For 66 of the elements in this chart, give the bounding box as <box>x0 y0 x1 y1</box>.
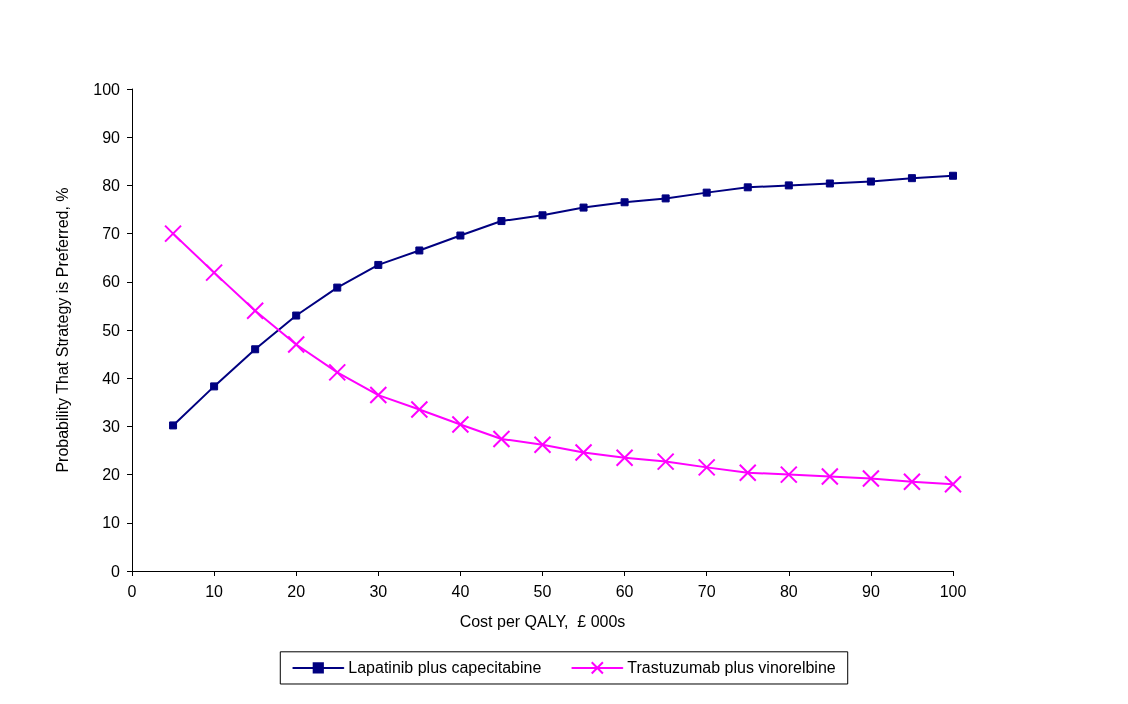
point <box>538 211 547 220</box>
y-tick-label: 40 <box>102 369 121 387</box>
point <box>333 283 342 292</box>
point <box>949 171 957 180</box>
point <box>492 429 511 448</box>
x-axis-title: Cost per QALY, £ 000s <box>459 612 626 630</box>
y-axis-title: Probability That Strategy is Preferred, % <box>53 187 71 473</box>
point <box>164 224 183 243</box>
point <box>205 263 224 282</box>
y-tick-label: 90 <box>102 128 121 146</box>
y-tick-label: 30 <box>102 417 121 435</box>
point <box>369 386 388 405</box>
point <box>697 458 716 477</box>
point <box>451 415 470 434</box>
point <box>251 345 260 354</box>
point <box>784 181 793 190</box>
point <box>738 463 757 482</box>
point <box>944 475 962 494</box>
y-tick-label: 50 <box>102 321 121 339</box>
point <box>861 469 880 488</box>
point <box>702 188 711 197</box>
y-tick-label: 60 <box>102 273 121 291</box>
point <box>779 465 798 484</box>
legend-label: Lapatinib plus capecitabine <box>348 659 542 677</box>
point <box>820 467 839 486</box>
x-tick-label: 0 <box>127 582 137 600</box>
point <box>456 231 465 240</box>
x-tick-label: 90 <box>862 582 880 600</box>
point <box>579 203 588 212</box>
x-tick-label: 60 <box>615 582 634 600</box>
y-tick-label: 20 <box>102 466 121 484</box>
point <box>287 335 306 354</box>
x-tick-label: 70 <box>697 582 716 600</box>
point <box>410 400 429 419</box>
x-tick-label: 30 <box>369 582 388 600</box>
y-tick-label: 70 <box>102 225 121 243</box>
y-tick-label: 0 <box>111 562 121 580</box>
x-tick-label: 10 <box>205 582 224 600</box>
point <box>743 183 752 192</box>
point <box>656 452 675 471</box>
point <box>661 194 670 203</box>
y-tick-label: 80 <box>102 176 121 194</box>
x-tick-label: 20 <box>287 582 306 600</box>
point <box>415 246 424 255</box>
x-tick-label: 50 <box>533 582 552 600</box>
point <box>246 301 265 320</box>
point <box>620 198 629 207</box>
point <box>907 174 916 183</box>
point <box>328 363 347 382</box>
point <box>533 435 552 454</box>
x-tick-label: 40 <box>451 582 470 600</box>
point <box>615 448 634 467</box>
point <box>574 443 593 462</box>
y-tick-label: 100 <box>93 80 121 98</box>
point <box>210 382 219 391</box>
y-tick-label: 10 <box>102 514 121 532</box>
point <box>169 421 178 430</box>
point <box>825 179 834 188</box>
point <box>374 260 383 269</box>
point <box>866 177 875 186</box>
point <box>292 311 301 320</box>
point <box>497 217 506 226</box>
x-tick-label: 100 <box>939 582 967 600</box>
legend-label: Trastuzumab plus vinorelbine <box>627 659 836 677</box>
point <box>902 472 921 491</box>
x-tick-label: 80 <box>779 582 798 600</box>
